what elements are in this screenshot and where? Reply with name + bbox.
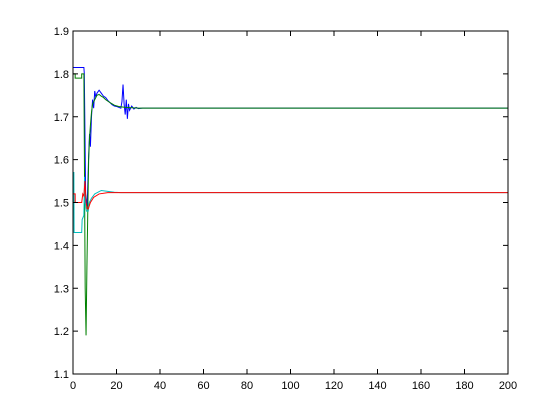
x-tick-label: 0 bbox=[70, 380, 76, 392]
y-tick-label: 1.4 bbox=[54, 240, 69, 252]
y-tick-label: 1.2 bbox=[54, 326, 69, 338]
y-tick-label: 1.3 bbox=[54, 283, 69, 295]
x-tick-label: 120 bbox=[325, 380, 343, 392]
x-tick-label: 40 bbox=[154, 380, 166, 392]
x-tick-label: 100 bbox=[281, 380, 299, 392]
x-tick-label: 180 bbox=[455, 380, 473, 392]
y-tick-label: 1.6 bbox=[54, 155, 69, 167]
x-tick-label: 60 bbox=[197, 380, 209, 392]
y-tick-label: 1.5 bbox=[54, 198, 69, 210]
y-tick-label: 1.1 bbox=[54, 369, 69, 381]
x-tick-label: 200 bbox=[499, 380, 517, 392]
x-tick-label: 140 bbox=[368, 380, 386, 392]
y-tick-label: 1.7 bbox=[54, 112, 69, 124]
x-tick-label: 80 bbox=[241, 380, 253, 392]
y-tick-label: 1.9 bbox=[54, 26, 69, 38]
x-tick-label: 20 bbox=[110, 380, 122, 392]
y-tick-label: 1.8 bbox=[54, 69, 69, 81]
x-tick-label: 160 bbox=[412, 380, 430, 392]
